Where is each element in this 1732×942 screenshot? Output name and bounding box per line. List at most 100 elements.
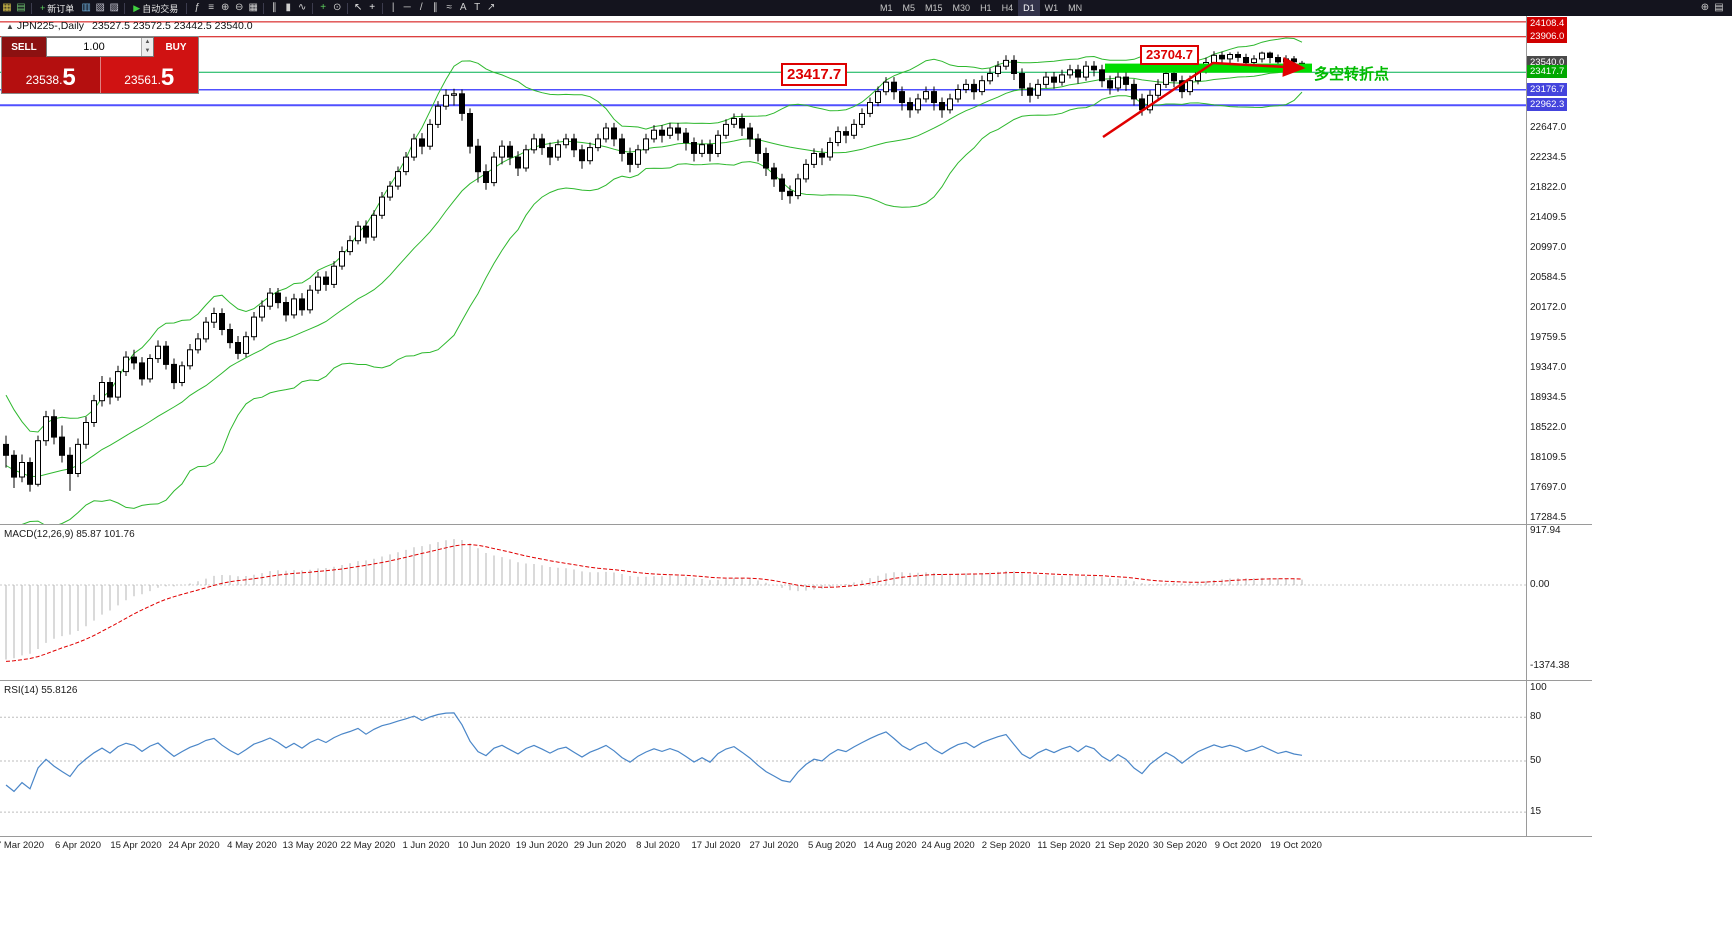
volume-input[interactable] — [47, 38, 141, 56]
price-axis-label: 18522.0 — [1530, 422, 1567, 434]
toolbar-right-icons: ⊕ ▤ — [1698, 0, 1726, 16]
timeframe-H1[interactable]: H1 — [980, 3, 992, 13]
price-level-callout[interactable]: 23704.7 — [1140, 45, 1199, 65]
trend-line-icon[interactable]: / — [419, 2, 423, 13]
time-axis[interactable] — [0, 837, 1526, 853]
channel-icon[interactable]: ∥ — [432, 2, 438, 13]
timeframe-MN[interactable]: MN — [1068, 3, 1083, 13]
timeframe-group: M1 M5 M15 M30 H1 H4 D1 W1 MN — [875, 0, 1087, 16]
toolbar-separator — [186, 2, 188, 14]
toolbar-separator — [382, 2, 384, 14]
chart-title: ▲ JPN225-,Daily 23527.5 23572.5 23442.5 23… — [6, 20, 253, 32]
ohlc-values: 23527.5 23572.5 23442.5 23540.0 — [92, 20, 253, 32]
pane-separator[interactable] — [0, 680, 1592, 681]
vertical-line-icon[interactable]: | — [391, 2, 395, 13]
fibonacci-icon[interactable]: ≈ — [446, 2, 452, 13]
price-axis-label: 18109.5 — [1530, 452, 1567, 464]
date-label: 7 Mar 2020 — [0, 840, 45, 851]
navigator-icon[interactable]: ▨ — [109, 2, 119, 13]
bar-chart-icon[interactable]: ∥ — [271, 2, 277, 13]
price-chart[interactable] — [0, 16, 1526, 525]
buy-price-big: 5 — [160, 64, 175, 91]
chart-profiles-icon[interactable]: ▤ — [16, 2, 26, 13]
new-order-label: 新订单 — [47, 3, 75, 14]
main-toolbar: ▦ ▤ + 新订单 ▥ ▧ ▨ ▶ 自动交易 ƒ ≡ ⊕ ⊖ ▦ ∥ ▮ ∿ + ⊙ ↖ + | ─ / ∥ ≈ A T ↗… — [0, 0, 1732, 16]
price-axis-label: 20997.0 — [1530, 242, 1567, 254]
date-label: 19 Jun 2020 — [515, 840, 569, 851]
date-label: 13 May 2020 — [282, 840, 338, 851]
timeframe-M1[interactable]: M1 — [880, 3, 893, 13]
indicator-window-icon[interactable]: ƒ — [194, 2, 200, 13]
text-tool-icon[interactable]: A — [459, 2, 467, 13]
tile-windows-icon[interactable]: ▦ — [248, 2, 258, 13]
one-click-trade-panel: SELL ▲ ▼ BUY 23538. 5 23561. 5 — [2, 37, 198, 93]
date-label: 27 Jul 2020 — [749, 840, 799, 851]
autotrade-button[interactable]: ▶ 自动交易 — [128, 0, 183, 16]
timeframe-H4[interactable]: H4 — [1001, 3, 1014, 13]
date-label: 22 May 2020 — [340, 840, 396, 851]
price-axis-border — [1526, 16, 1527, 837]
price-axis-label: 17697.0 — [1530, 482, 1567, 494]
market-watch-icon[interactable]: ▥ — [81, 2, 91, 13]
data-window-icon[interactable]: ▧ — [95, 2, 105, 13]
date-label: 2 Sep 2020 — [981, 840, 1031, 851]
volume-down-icon[interactable]: ▼ — [142, 47, 153, 56]
price-level-callout[interactable]: 23417.7 — [781, 63, 848, 86]
date-label: 14 Aug 2020 — [863, 840, 917, 851]
date-label: 29 Jun 2020 — [573, 840, 627, 851]
buy-price[interactable]: 23561. 5 — [100, 57, 198, 93]
arrow-tool-icon[interactable]: ↗ — [487, 2, 496, 13]
toolbar-separator — [347, 2, 349, 14]
price-axis-chip: 24108.4 — [1527, 17, 1568, 30]
sell-price[interactable]: 23538. 5 — [2, 57, 101, 93]
date-label: 9 Oct 2020 — [1214, 840, 1262, 851]
date-label: 6 Apr 2020 — [55, 840, 101, 851]
crosshair-icon[interactable]: + — [369, 2, 376, 13]
label-tool-icon[interactable]: T — [474, 2, 481, 13]
price-axis-chip: 23906.0 — [1527, 29, 1568, 43]
timeframe-M15[interactable]: M15 — [925, 3, 943, 13]
buy-button[interactable]: BUY — [154, 37, 198, 57]
timeframe-D1[interactable]: D1 — [1018, 0, 1040, 16]
toolbar-separator — [124, 2, 126, 14]
date-label: 4 May 2020 — [227, 840, 277, 851]
rsi-axis-label: 15 — [1530, 806, 1542, 818]
date-label: 15 Apr 2020 — [110, 840, 162, 851]
pane-separator[interactable] — [0, 836, 1592, 837]
magnifier-icon[interactable]: ⊕ — [1700, 2, 1710, 13]
timeframe-M5[interactable]: M5 — [902, 3, 916, 13]
cursor-icon[interactable]: ↖ — [354, 2, 363, 13]
turning-point-note[interactable]: 多空转折点 — [1314, 66, 1390, 83]
line-chart-icon[interactable]: ∿ — [298, 2, 307, 13]
macd-axis-label: -1374.38 — [1530, 660, 1570, 672]
sell-button[interactable]: SELL — [2, 37, 46, 57]
buy-price-small: 23561. — [124, 73, 161, 87]
toolbar-separator — [263, 2, 265, 14]
candle-chart-icon[interactable]: ▮ — [285, 2, 291, 13]
new-order-button[interactable]: + 新订单 — [35, 0, 79, 16]
timeframe-M30[interactable]: M30 — [952, 3, 971, 13]
date-label: 17 Jul 2020 — [691, 840, 741, 851]
zoom-in-icon[interactable]: ⊕ — [221, 2, 230, 13]
macd-chart[interactable] — [0, 525, 1526, 681]
volume-up-icon[interactable]: ▲ — [142, 38, 153, 47]
new-chart-icon[interactable]: ▦ — [2, 2, 12, 13]
date-label: 10 Jun 2020 — [457, 840, 511, 851]
price-axis-label: 22234.5 — [1530, 152, 1567, 164]
rsi-axis-label: 80 — [1530, 711, 1542, 723]
refresh-icon[interactable]: ⊙ — [333, 2, 342, 13]
add-indicator-icon[interactable]: + — [320, 2, 327, 13]
panel-icon[interactable]: ▤ — [1714, 2, 1724, 13]
rsi-chart[interactable] — [0, 681, 1526, 836]
price-axis-label: 20172.0 — [1530, 302, 1567, 314]
object-list-icon[interactable]: ≡ — [208, 2, 215, 13]
zoom-out-icon[interactable]: ⊖ — [235, 2, 244, 13]
date-label: 5 Aug 2020 — [807, 840, 857, 851]
horizontal-line-icon[interactable]: ─ — [403, 2, 411, 13]
price-axis-label: 21822.0 — [1530, 182, 1567, 194]
rsi-axis-label: 100 — [1530, 682, 1547, 693]
sell-price-small: 23538. — [25, 73, 63, 87]
timeframe-W1[interactable]: W1 — [1044, 3, 1059, 13]
play-icon: ▶ — [133, 2, 141, 13]
pane-separator[interactable] — [0, 524, 1592, 525]
